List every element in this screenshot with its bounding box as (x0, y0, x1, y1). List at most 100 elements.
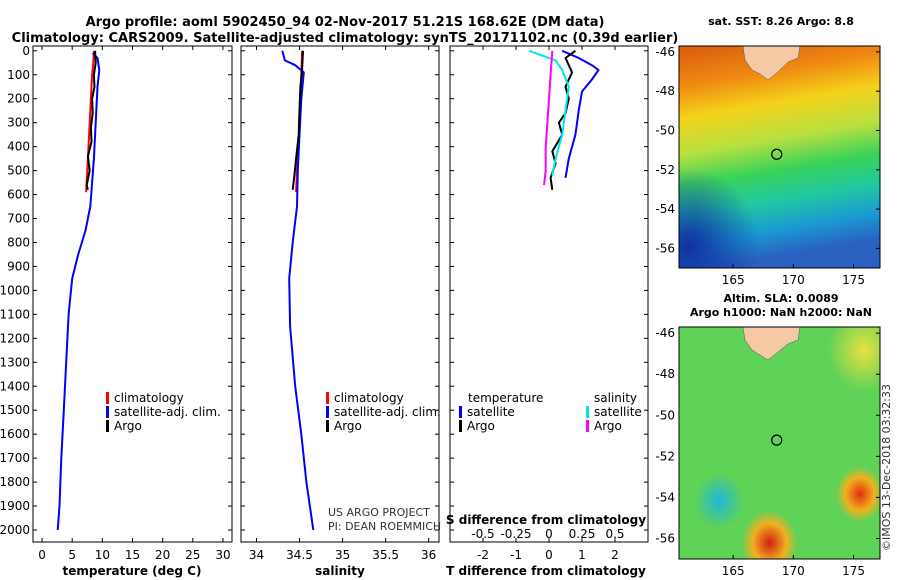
x-tick-label: 0 (38, 548, 46, 562)
legend-swatch-argo (326, 420, 329, 432)
map-x-tick-label: 165 (722, 273, 745, 287)
sst-cold-region (679, 46, 880, 268)
legend-swatch-sal-argo (586, 420, 589, 432)
legend-label: Argo (334, 419, 362, 433)
salinity-panel (240, 45, 440, 543)
legend-heading-salinity: salinity (594, 391, 637, 405)
figure-title-line1: Argo profile: aoml 5902450_94 02-Nov-201… (86, 15, 605, 30)
nz-land (742, 327, 801, 361)
temperature-xlabel: temperature (deg C) (63, 564, 202, 578)
sla-map-title-line1: Altim. SLA: 0.0089 (723, 292, 838, 305)
series-line-temperature-satellite (561, 49, 600, 178)
temperature-profiles (56, 50, 101, 531)
legend-swatch-argo (106, 420, 109, 432)
salinity-legend: climatology satellite-adj. clim. Argo (326, 391, 441, 433)
temperature-panel (32, 45, 233, 543)
series-line-satellite-adj-clim- (281, 50, 315, 531)
top-tick-label: 0.25 (569, 527, 596, 541)
series-line-argo (291, 50, 304, 190)
project-credit: US ARGO PROJECT (328, 506, 430, 519)
map-y-tick-label: -48 (655, 367, 675, 381)
legend-swatch-temp-argo (459, 420, 462, 432)
legend-label: satellite-adj. clim. (334, 405, 441, 419)
figure-title-line2: Climatology: CARS2009. Satellite-adjuste… (12, 31, 679, 46)
series-line-satellite-adj-clim- (56, 52, 101, 531)
map-y-tick-label: -56 (655, 531, 675, 545)
depth-tick-label: 1800 (0, 475, 30, 489)
difference-profiles (528, 49, 600, 190)
sla-map-frame (678, 326, 881, 560)
depth-tick-label: 100 (7, 68, 30, 82)
legend-swatch-satellite (106, 406, 109, 418)
legend-swatch-temp-satellite (459, 406, 462, 418)
map-y-tick-label: -52 (655, 449, 675, 463)
sst-map-frame (678, 45, 881, 269)
x-tick-label: 25 (185, 548, 200, 562)
temperature-legend: climatology satellite-adj. clim. Argo (106, 391, 221, 433)
legend-label: climatology (114, 391, 184, 405)
depth-tick-label: 600 (7, 188, 30, 202)
sst-map-title: sat. SST: 8.26 Argo: 8.8 (708, 15, 854, 28)
depth-tick-label: 1500 (0, 403, 30, 417)
legend-heading-temperature: temperature (468, 391, 543, 405)
top-tick-label: -0.25 (500, 527, 531, 541)
pi-credit: PI: DEAN ROEMMICH (328, 520, 441, 533)
map-y-tick-label: -52 (655, 163, 675, 177)
x-tick-label: 36 (421, 548, 436, 562)
legend-label: Argo (114, 419, 142, 433)
depth-tick-label: 500 (7, 164, 30, 178)
x-tick-label: 15 (125, 548, 140, 562)
x-tick-label: 0 (545, 548, 553, 562)
profile-location-marker (771, 148, 783, 160)
depth-axis: 0 100 200 300 400 500 600 700 800 900 1000 1100 1200… (0, 44, 648, 537)
depth-tick-label: 1100 (0, 307, 30, 321)
difference-panel (449, 45, 649, 543)
x-axes: 0 5 10 15 20 25 30 34 34.5 35 35.5 36 -2 -1 0 1 2 -0.5 -0.… (38, 46, 625, 562)
depth-tick-label: 400 (7, 140, 30, 154)
legend-swatch-sal-satellite (586, 406, 589, 418)
map-y-tick-label: -50 (655, 408, 675, 422)
map-y-tick-label: -46 (655, 326, 675, 340)
legend-swatch-climatology (106, 392, 109, 404)
x-tick-label: 10 (95, 548, 110, 562)
map-y-tick-label: -50 (655, 123, 675, 137)
sla-high-south (679, 327, 880, 559)
nz-land (742, 46, 801, 81)
series-line-argo (85, 50, 97, 191)
x-tick-label: 34.5 (286, 548, 313, 562)
depth-tick-label: 200 (7, 92, 30, 106)
x-tick-label: -2 (477, 548, 489, 562)
depth-tick-label: 1000 (0, 283, 30, 297)
x-tick-label: 20 (155, 548, 170, 562)
x-tick-label: -1 (510, 548, 522, 562)
x-tick-label: 35 (335, 548, 350, 562)
map-y-tick-label: -48 (655, 84, 675, 98)
x-tick-label: 35.5 (372, 548, 399, 562)
x-tick-label: 1 (578, 548, 586, 562)
depth-tick-label: 700 (7, 212, 30, 226)
sla-map-title-line2: Argo h1000: NaN h2000: NaN (690, 306, 872, 319)
depth-tick-label: 1200 (0, 331, 30, 345)
map-x-tick-label: 165 (722, 564, 745, 578)
depth-tick-label: 1700 (0, 451, 30, 465)
x-tick-label: 34 (249, 548, 264, 562)
profile-location-marker (771, 434, 783, 446)
map-y-tick-label: -56 (655, 241, 675, 255)
sst-map (679, 46, 880, 268)
series-line-salinity-satellite (528, 49, 570, 176)
depth-tick-label: 1400 (0, 379, 30, 393)
depth-tick-label: 1600 (0, 427, 30, 441)
legend-label: climatology (334, 391, 404, 405)
depth-tick-label: 800 (7, 235, 30, 249)
difference-xlabel: T difference from climatology (446, 564, 646, 578)
map-y-tick-label: -54 (655, 490, 675, 504)
top-tick-label: -0.5 (471, 527, 494, 541)
legend-label: satellite (594, 405, 642, 419)
legend-label: Argo (594, 419, 622, 433)
depth-tick-label: 300 (7, 116, 30, 130)
salinity-profiles (281, 50, 315, 531)
map-x-tick-label: 170 (782, 273, 805, 287)
depth-tick-label: 1900 (0, 499, 30, 513)
depth-tick-label: 2000 (0, 523, 30, 537)
